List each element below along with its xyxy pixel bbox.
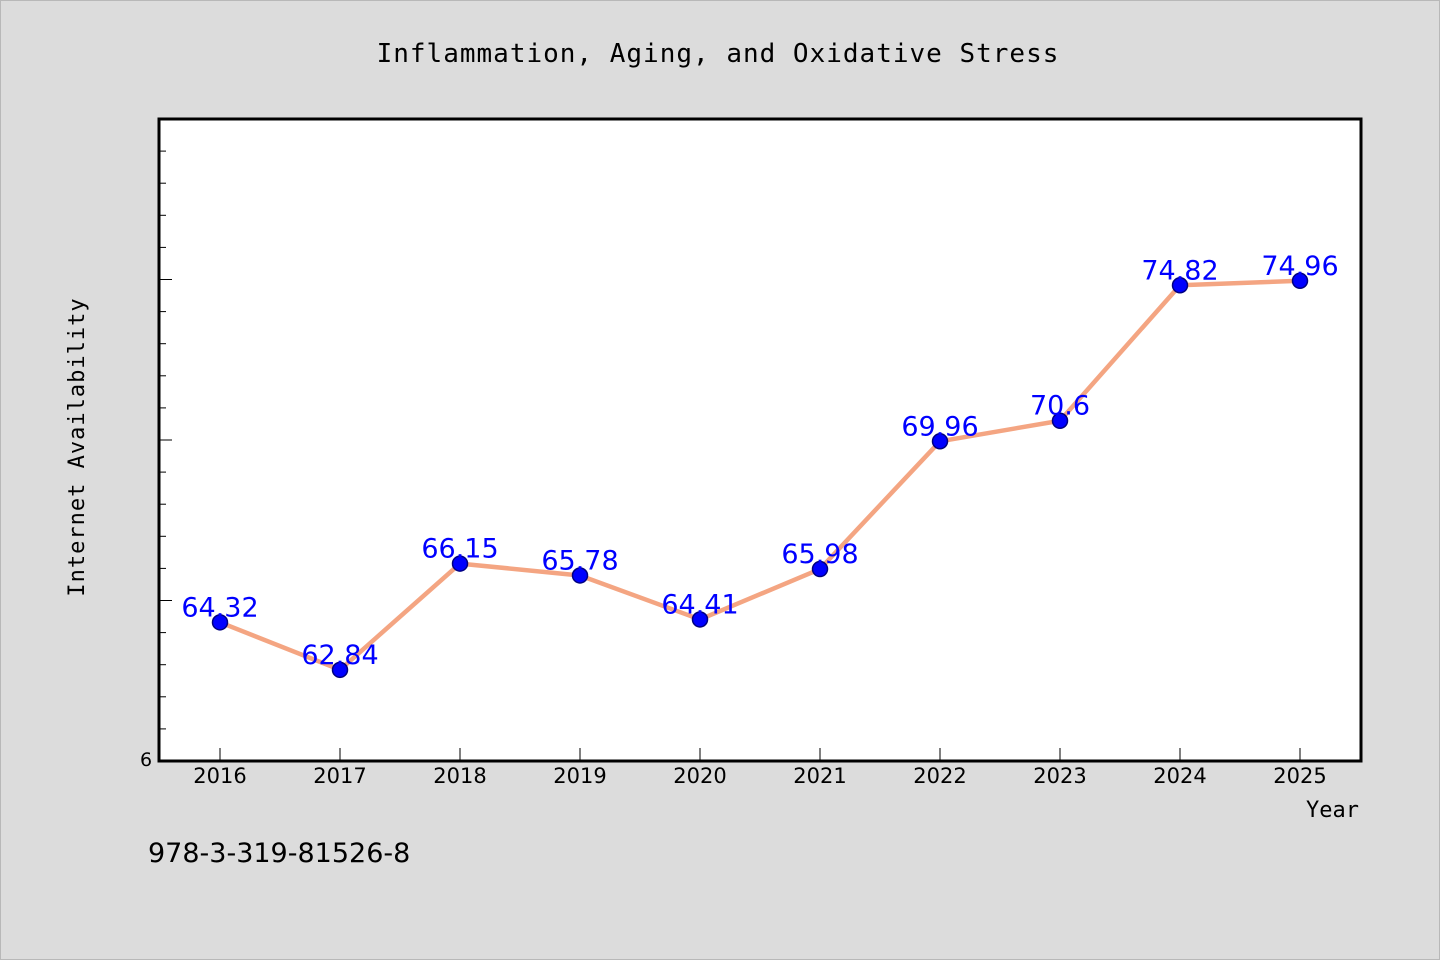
data-point-marker	[211, 614, 229, 631]
data-point-marker	[451, 555, 469, 572]
x-tick-label: 2018	[433, 764, 486, 788]
x-tick-label: 2024	[1153, 764, 1206, 788]
x-tick-label: 2023	[1033, 764, 1086, 788]
series-line-path	[217, 278, 1303, 673]
data-point-marker	[1291, 272, 1309, 290]
isbn-text: 978-3-319-81526-8	[148, 838, 410, 869]
data-point-marker	[691, 611, 709, 628]
y-axis-ticks	[160, 150, 172, 730]
x-tick-label: 2022	[913, 764, 966, 788]
data-label: 65.98	[781, 539, 858, 570]
data-label: 65.78	[541, 545, 618, 576]
data-label: 66.15	[421, 534, 498, 565]
x-axis-ticks: 2016 2017 2018 2019 2020 2021 2022 2023 2024 2025	[193, 748, 1327, 788]
data-point-marker	[571, 567, 589, 584]
y-tick-label: 6	[140, 749, 152, 771]
data-point-marker	[1051, 412, 1069, 429]
data-point-marker	[1171, 277, 1189, 294]
chart-title: Inflammation, Aging, and Oxidative Stres…	[377, 39, 1060, 69]
data-point-marker	[811, 560, 829, 578]
data-point-marker	[331, 661, 349, 679]
data-label: 64.32	[181, 592, 258, 623]
x-tick-label: 2019	[553, 764, 606, 788]
y-axis-label: Internet Availability	[65, 297, 90, 596]
series-line	[217, 278, 1303, 673]
data-label: 64.41	[661, 589, 738, 620]
data-label: 69.96	[901, 411, 978, 442]
x-tick-label: 2016	[193, 764, 246, 788]
x-tick-label: 2025	[1273, 764, 1326, 788]
data-label: 74.82	[1141, 255, 1218, 286]
x-axis-label: Year	[1306, 798, 1359, 823]
data-label: 74.96	[1261, 251, 1338, 282]
x-tick-label: 2021	[793, 764, 846, 788]
data-point-marker	[931, 433, 949, 450]
data-label: 62.84	[301, 640, 378, 671]
series-markers	[211, 272, 1309, 679]
x-tick-label: 2020	[673, 764, 726, 788]
data-labels: 64.32 62.84 66.15 65.78 64.41 65.98 69.96 70.6 7…	[181, 251, 1338, 671]
data-label: 70.6	[1030, 391, 1090, 422]
x-tick-label: 2017	[313, 764, 366, 788]
